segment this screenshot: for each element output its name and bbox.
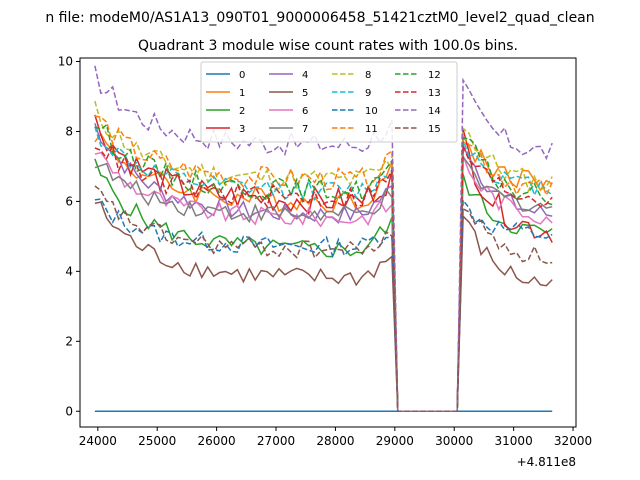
legend-label-11: 11 <box>365 124 378 135</box>
legend-label-3: 3 <box>239 124 245 135</box>
x-tick-label: 26000 <box>198 434 236 448</box>
series-line-3 <box>94 114 553 413</box>
legend-label-2: 2 <box>239 106 245 117</box>
series-line-10 <box>94 198 553 413</box>
legend-label-8: 8 <box>365 70 371 81</box>
legend-label-5: 5 <box>302 88 308 99</box>
y-tick-label: 8 <box>65 124 73 138</box>
legend-frame <box>200 61 458 143</box>
series-line-15 <box>94 185 553 413</box>
legend-label-13: 13 <box>428 88 441 99</box>
series-line-13 <box>94 143 553 413</box>
axis-layer: 24000 25000 26000 27000 28000 29000 30000 31000… <box>58 54 592 448</box>
series-line-7 <box>94 154 553 413</box>
y-tick-label: 0 <box>65 404 73 418</box>
x-tick-label: 30000 <box>435 434 473 448</box>
y-tick-label: 4 <box>65 264 73 278</box>
legend-label-10: 10 <box>365 106 378 117</box>
series-line-6 <box>94 151 553 413</box>
legend-label-6: 6 <box>302 106 308 117</box>
x-tick-label: 27000 <box>257 434 295 448</box>
chart-title: Quadrant 3 module wise count rates with … <box>138 38 518 54</box>
legend-label-7: 7 <box>302 124 308 135</box>
legend-label-14: 14 <box>428 106 441 117</box>
x-tick-label: 24000 <box>79 434 117 448</box>
legend-label-0: 0 <box>239 70 245 81</box>
y-tick-label: 10 <box>58 54 73 68</box>
series-line-1 <box>94 132 553 413</box>
x-tick-label: 32000 <box>554 434 592 448</box>
y-tick-label: 6 <box>65 194 73 208</box>
x-tick-label: 31000 <box>495 434 533 448</box>
series-line-9 <box>94 126 553 413</box>
legend-label-15: 15 <box>428 124 441 135</box>
legend-label-1: 1 <box>239 88 245 99</box>
legend-label-4: 4 <box>302 70 308 81</box>
figure-suptitle: n file: modeM0/AS1A13_090T01_9000006458_… <box>45 10 594 26</box>
series-line-2 <box>94 158 553 413</box>
series-line-5 <box>94 201 553 413</box>
series-line-14 <box>94 65 553 413</box>
legend-label-9: 9 <box>365 88 371 99</box>
series-layer <box>94 65 553 413</box>
x-tick-label: 25000 <box>138 434 176 448</box>
plot-frame <box>79 57 577 428</box>
legend-label-12: 12 <box>428 70 441 81</box>
x-tick-label: 29000 <box>376 434 414 448</box>
x-tick-label: 28000 <box>316 434 354 448</box>
y-tick-label: 2 <box>65 334 73 348</box>
x-offset-label: +4.811e8 <box>517 455 576 469</box>
